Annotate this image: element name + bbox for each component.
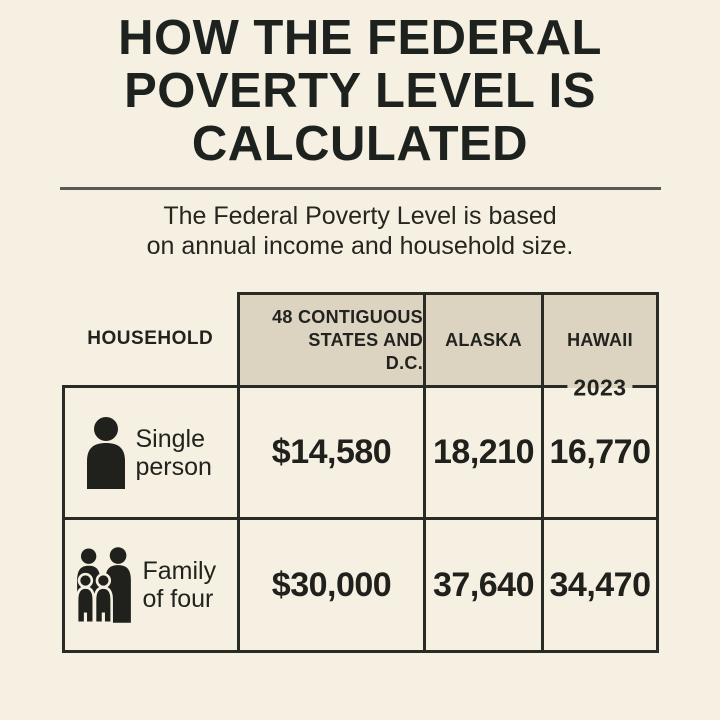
title-divider: [60, 187, 661, 190]
value-family-contiguous: $30,000: [237, 517, 426, 653]
table-row: Family of four $30,000 37,640 34,470: [62, 517, 659, 653]
value-single-contiguous: $14,580: [237, 385, 426, 520]
year-badge: 2023: [567, 374, 633, 402]
value-family-hawaii: 34,470: [541, 517, 659, 653]
column-header-contiguous-states: 48 CONTIGUOUS STATES AND D.C.: [237, 292, 426, 388]
value-family-alaska: 37,640: [423, 517, 544, 653]
single-person-icon: [86, 416, 125, 489]
household-cell-family-of-four: Family of four: [62, 517, 240, 653]
table-header-row: HOUSEHOLD 48 CONTIGUOUS STATES AND D.C. …: [64, 292, 659, 402]
column-header-alaska: ALASKA: [423, 292, 544, 388]
page-title: HOW THE FEDERAL POVERTY LEVEL IS CALCULA…: [118, 11, 602, 171]
column-header-household: HOUSEHOLD: [87, 328, 214, 350]
value-single-alaska: 18,210: [423, 385, 544, 520]
poverty-level-table: HOUSEHOLD 48 CONTIGUOUS STATES AND D.C. …: [62, 292, 659, 653]
value-single-hawaii: 16,770: [541, 385, 659, 520]
household-label: Family of four: [142, 557, 217, 613]
household-cell-single-person: Single person: [62, 385, 240, 520]
household-label: Single person: [135, 424, 212, 481]
table-row: Single person $14,580 18,210 16,770: [62, 385, 659, 520]
column-header-hawaii: HAWAII 2023: [541, 292, 659, 402]
subtitle: The Federal Poverty Level is based on an…: [146, 202, 574, 260]
column-header-hawaii-label: HAWAII: [567, 329, 633, 350]
family-of-four-icon: [75, 547, 131, 625]
